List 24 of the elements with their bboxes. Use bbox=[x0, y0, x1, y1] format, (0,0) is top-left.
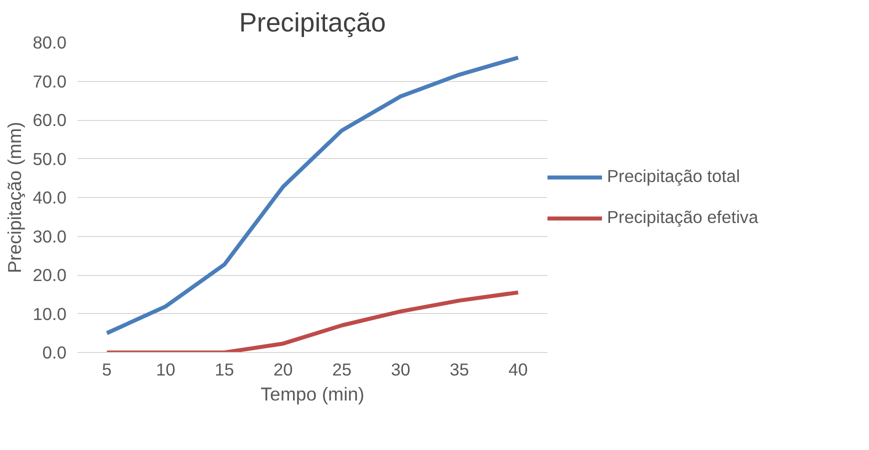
x-tick-label: 40 bbox=[508, 360, 528, 380]
y-tick-label: 0.0 bbox=[42, 342, 67, 362]
y-tick-label: 20.0 bbox=[32, 265, 67, 285]
x-tick-label: 20 bbox=[273, 360, 293, 380]
line-series bbox=[104, 290, 520, 352]
legend-label: Precipitação efetiva bbox=[607, 207, 758, 228]
y-tick-label: 50.0 bbox=[32, 148, 67, 169]
x-tick-label: 10 bbox=[156, 360, 176, 380]
y-tick-label: 60.0 bbox=[32, 110, 67, 130]
y-tick-label: 30.0 bbox=[32, 226, 67, 246]
chart-title: Precipitação bbox=[239, 8, 386, 38]
x-tick-label: 5 bbox=[102, 360, 112, 380]
y-tick-label: 70.0 bbox=[32, 71, 67, 92]
x-tick-label: 30 bbox=[390, 360, 410, 380]
y-tick-label: 40.0 bbox=[32, 188, 67, 208]
legend-label: Precipitação total bbox=[607, 166, 741, 187]
x-tick-label: 35 bbox=[450, 360, 470, 380]
y-axis-title: Precipitação (mm) bbox=[4, 122, 25, 274]
x-tick-label: 15 bbox=[214, 360, 234, 380]
y-tick-label: 10.0 bbox=[32, 304, 67, 324]
y-tick-label: 80.0 bbox=[32, 32, 67, 52]
line-series bbox=[104, 56, 520, 336]
x-tick-label: 25 bbox=[332, 360, 352, 380]
x-axis-title: Tempo (min) bbox=[260, 384, 364, 404]
